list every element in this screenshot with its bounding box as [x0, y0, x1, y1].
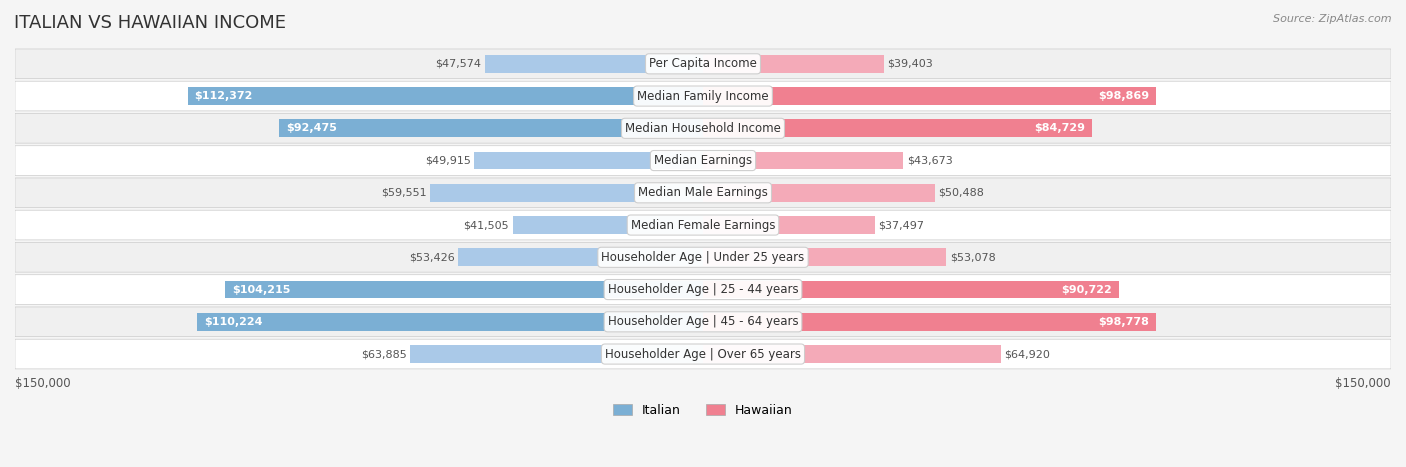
FancyBboxPatch shape	[15, 307, 1391, 337]
Text: $37,497: $37,497	[879, 220, 924, 230]
Bar	[703, 152, 903, 170]
FancyBboxPatch shape	[15, 178, 1391, 208]
Text: $90,722: $90,722	[1062, 284, 1112, 295]
Text: Median Household Income: Median Household Income	[626, 122, 780, 135]
Bar	[430, 184, 703, 202]
Bar	[187, 87, 703, 105]
Text: $50,488: $50,488	[938, 188, 984, 198]
Text: $92,475: $92,475	[285, 123, 336, 133]
Bar	[703, 313, 1156, 331]
Text: $150,000: $150,000	[1336, 376, 1391, 389]
Text: Median Male Earnings: Median Male Earnings	[638, 186, 768, 199]
Bar	[703, 87, 1157, 105]
Text: $104,215: $104,215	[232, 284, 290, 295]
FancyBboxPatch shape	[15, 81, 1391, 111]
Bar	[197, 313, 703, 331]
Text: $64,920: $64,920	[1004, 349, 1050, 359]
Text: Median Female Earnings: Median Female Earnings	[631, 219, 775, 232]
Text: $98,778: $98,778	[1098, 317, 1149, 327]
FancyBboxPatch shape	[15, 113, 1391, 143]
Bar	[474, 152, 703, 170]
Bar	[703, 281, 1119, 298]
FancyBboxPatch shape	[15, 146, 1391, 176]
Text: $150,000: $150,000	[15, 376, 70, 389]
Text: $39,403: $39,403	[887, 59, 934, 69]
Text: Householder Age | Under 25 years: Householder Age | Under 25 years	[602, 251, 804, 264]
FancyBboxPatch shape	[15, 339, 1391, 369]
Bar	[703, 248, 946, 266]
Bar	[703, 55, 884, 73]
Bar	[703, 216, 875, 234]
FancyBboxPatch shape	[15, 275, 1391, 304]
Text: ITALIAN VS HAWAIIAN INCOME: ITALIAN VS HAWAIIAN INCOME	[14, 14, 285, 32]
Bar	[458, 248, 703, 266]
Text: Householder Age | Over 65 years: Householder Age | Over 65 years	[605, 347, 801, 361]
FancyBboxPatch shape	[15, 210, 1391, 240]
Text: Source: ZipAtlas.com: Source: ZipAtlas.com	[1274, 14, 1392, 24]
Text: $59,551: $59,551	[381, 188, 426, 198]
Text: $110,224: $110,224	[204, 317, 263, 327]
Text: $53,426: $53,426	[409, 252, 454, 262]
FancyBboxPatch shape	[15, 242, 1391, 272]
Text: Householder Age | 25 - 44 years: Householder Age | 25 - 44 years	[607, 283, 799, 296]
Bar	[411, 345, 703, 363]
Text: $49,915: $49,915	[425, 156, 471, 166]
FancyBboxPatch shape	[15, 49, 1391, 78]
Text: $112,372: $112,372	[194, 91, 253, 101]
Text: Per Capita Income: Per Capita Income	[650, 57, 756, 71]
Bar	[485, 55, 703, 73]
Legend: Italian, Hawaiian: Italian, Hawaiian	[609, 399, 797, 422]
Bar	[513, 216, 703, 234]
Text: Median Earnings: Median Earnings	[654, 154, 752, 167]
Text: $63,885: $63,885	[361, 349, 406, 359]
Text: $84,729: $84,729	[1033, 123, 1085, 133]
Text: $47,574: $47,574	[436, 59, 481, 69]
Text: $43,673: $43,673	[907, 156, 952, 166]
Bar	[703, 184, 935, 202]
Text: Householder Age | 45 - 64 years: Householder Age | 45 - 64 years	[607, 315, 799, 328]
Text: $41,505: $41,505	[464, 220, 509, 230]
Text: $98,869: $98,869	[1098, 91, 1150, 101]
Bar	[703, 345, 1001, 363]
Bar	[225, 281, 703, 298]
Bar	[278, 120, 703, 137]
Text: $53,078: $53,078	[950, 252, 995, 262]
Text: Median Family Income: Median Family Income	[637, 90, 769, 103]
Bar	[703, 120, 1091, 137]
